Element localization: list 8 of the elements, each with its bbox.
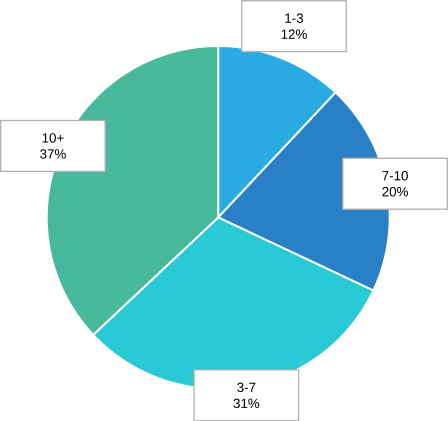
slice-label: 7-10	[382, 170, 408, 180]
slice-label: 1-3	[285, 13, 304, 23]
data-label: 12%	[282, 29, 307, 39]
data-label: 31%	[234, 398, 260, 408]
slice-label: 10+	[42, 132, 64, 142]
data-label: 20%	[382, 186, 408, 196]
slice-label: 3-7	[237, 382, 256, 392]
data-label: 37%	[40, 149, 66, 158]
